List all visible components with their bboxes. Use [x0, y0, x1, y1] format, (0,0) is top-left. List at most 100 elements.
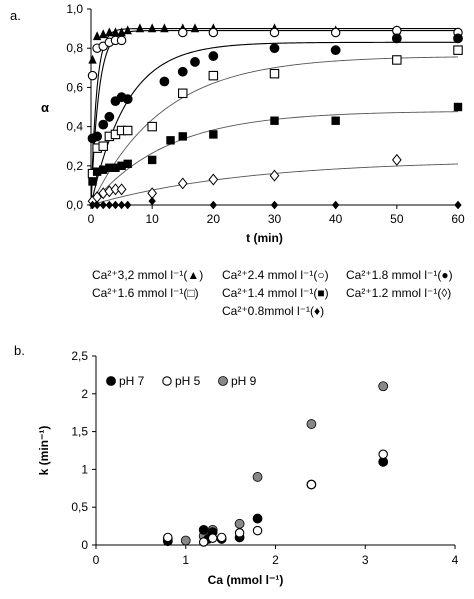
chart-a-point — [92, 31, 102, 41]
chart-b-legend-label: pH 7 — [119, 374, 145, 388]
chart-a-point — [331, 116, 340, 125]
chart-a-point — [166, 136, 175, 145]
chart-b-x-tick-label: 4 — [452, 553, 459, 567]
chart-a-point — [99, 165, 108, 174]
chart-b-y-label: k (min⁻¹) — [37, 426, 51, 476]
chart-b-x-tick-label: 1 — [182, 553, 189, 567]
chart-a-point — [269, 169, 280, 182]
chart-a-point — [99, 200, 107, 210]
chart-b-legend-marker — [106, 376, 116, 386]
chart-a: 0,0 0,2 0,4 0,6 0,8 1,0 0 10 20 30 40 50 60 t (min) α — [41, 2, 465, 245]
chart-b-x-tick-label: 0 — [93, 553, 100, 567]
legend-a-item-5: Ca²⁺1.4 mmol l⁻¹(■) — [222, 286, 329, 300]
chart-a-point — [147, 155, 157, 165]
chart-a-point — [117, 161, 126, 170]
chart-a-point — [123, 159, 132, 169]
chart-b: 0 0,5 1 1,5 2 2,5 0 1 2 3 4 Ca (mmol l⁻¹) k (min⁻¹) p… — [37, 349, 459, 587]
chart-a-fit-curve — [90, 56, 459, 206]
chart-a-point — [330, 45, 341, 56]
chart-a-point — [270, 116, 279, 125]
chart-a-point — [392, 55, 402, 65]
chart-b-legend-label: pH 9 — [231, 374, 257, 388]
chart-a-point — [111, 163, 120, 172]
chart-a-point — [177, 66, 188, 77]
chart-a-point — [116, 183, 127, 196]
chart-a-point — [124, 200, 132, 210]
chart-b-point — [252, 472, 263, 482]
chart-b-y-tick-label: 0,5 — [71, 500, 88, 514]
chart-a-y-tick-label: 0,8 — [66, 41, 83, 55]
chart-b-point — [252, 513, 263, 524]
chart-a-x-label: t (min) — [246, 231, 283, 245]
chart-a-point — [98, 119, 109, 130]
chart-b-y-tick-label: 2,5 — [71, 349, 88, 363]
chart-a-point — [88, 54, 97, 64]
chart-a-point — [122, 125, 133, 136]
chart-b-point — [234, 518, 245, 529]
chart-a-point — [391, 33, 402, 44]
legend-a-item-4: Ca²⁺1.6 mmol l⁻¹(□) — [92, 286, 199, 300]
chart-a-point — [135, 23, 145, 33]
chart-a-y-label: α — [41, 100, 49, 115]
chart-a-point — [105, 27, 114, 37]
chart-b-y-tick-label: 2 — [81, 387, 88, 401]
chart-a-point — [453, 33, 463, 44]
chart-a-point — [111, 200, 120, 210]
chart-b-x-tick-label: 2 — [272, 553, 279, 567]
chart-a-point — [104, 111, 115, 122]
chart-b-legend-marker — [218, 376, 228, 386]
chart-a-point — [160, 23, 169, 33]
legend-a-item-7: Ca²⁺0.8mmol l⁻¹(♦) — [222, 304, 325, 318]
chart-a-point — [208, 27, 219, 38]
chart-a-point — [178, 88, 188, 99]
chart-a-point — [178, 27, 188, 38]
chart-a-y-tick-label: 0,0 — [66, 198, 83, 212]
chart-a-point — [190, 57, 200, 67]
chart-a-point — [270, 200, 279, 210]
chart-b-point — [198, 524, 209, 535]
chart-a-x-tick-label: 10 — [145, 212, 159, 226]
panel-a-letter: a. — [10, 8, 21, 23]
chart-b-point — [180, 535, 191, 546]
chart-a-x-tick-label: 60 — [451, 212, 465, 226]
chart-a-x-tick-label: 30 — [268, 212, 282, 226]
chart-b-point — [234, 528, 245, 538]
chart-b-legend-label: pH 5 — [175, 374, 201, 388]
chart-a-point — [209, 200, 218, 210]
chart-a-point — [111, 27, 120, 37]
chart-a-y-tick-label: 0,4 — [66, 120, 83, 134]
chart-a-point — [269, 27, 280, 38]
chart-a-x-tick-label: 20 — [207, 212, 221, 226]
chart-a-point — [147, 23, 157, 33]
chart-a-point — [105, 163, 114, 172]
chart-a-point — [99, 29, 108, 39]
chart-a-y-tick-label: 1,0 — [66, 2, 83, 16]
chart-b-y-tick-label: 1,5 — [71, 425, 88, 439]
legend-a-item-3: Ca²⁺1.8 mmol l⁻¹(●) — [346, 268, 453, 282]
chart-b-y-tick-label: 0 — [81, 538, 88, 552]
chart-b-point — [207, 533, 218, 543]
chart-a-point — [392, 25, 402, 36]
chart-a-y-tick-label: 0,6 — [66, 80, 83, 94]
panel-b-letter: b. — [14, 343, 25, 358]
chart-a-x-tick-label: 50 — [390, 212, 404, 226]
chart-a-point — [177, 177, 188, 190]
chart-a-point — [269, 43, 280, 54]
chart-a-point — [123, 25, 132, 35]
chart-b-point — [163, 532, 173, 543]
chart-a-y-tick-label: 0,2 — [66, 159, 83, 173]
chart-a-point — [92, 167, 102, 176]
chart-b-point — [378, 381, 389, 392]
chart-a-point — [88, 177, 97, 186]
chart-a-point — [117, 200, 126, 210]
chart-b-point — [216, 532, 227, 543]
chart-a-point — [269, 68, 280, 79]
chart-b-y-tick-label: 1 — [81, 462, 88, 476]
chart-b-point — [306, 479, 317, 490]
chart-a-point — [148, 196, 156, 206]
chart-a-point — [330, 27, 341, 38]
chart-b-point — [252, 525, 263, 536]
chart-b-legend-marker — [162, 376, 172, 386]
chart-a-point — [93, 200, 101, 210]
